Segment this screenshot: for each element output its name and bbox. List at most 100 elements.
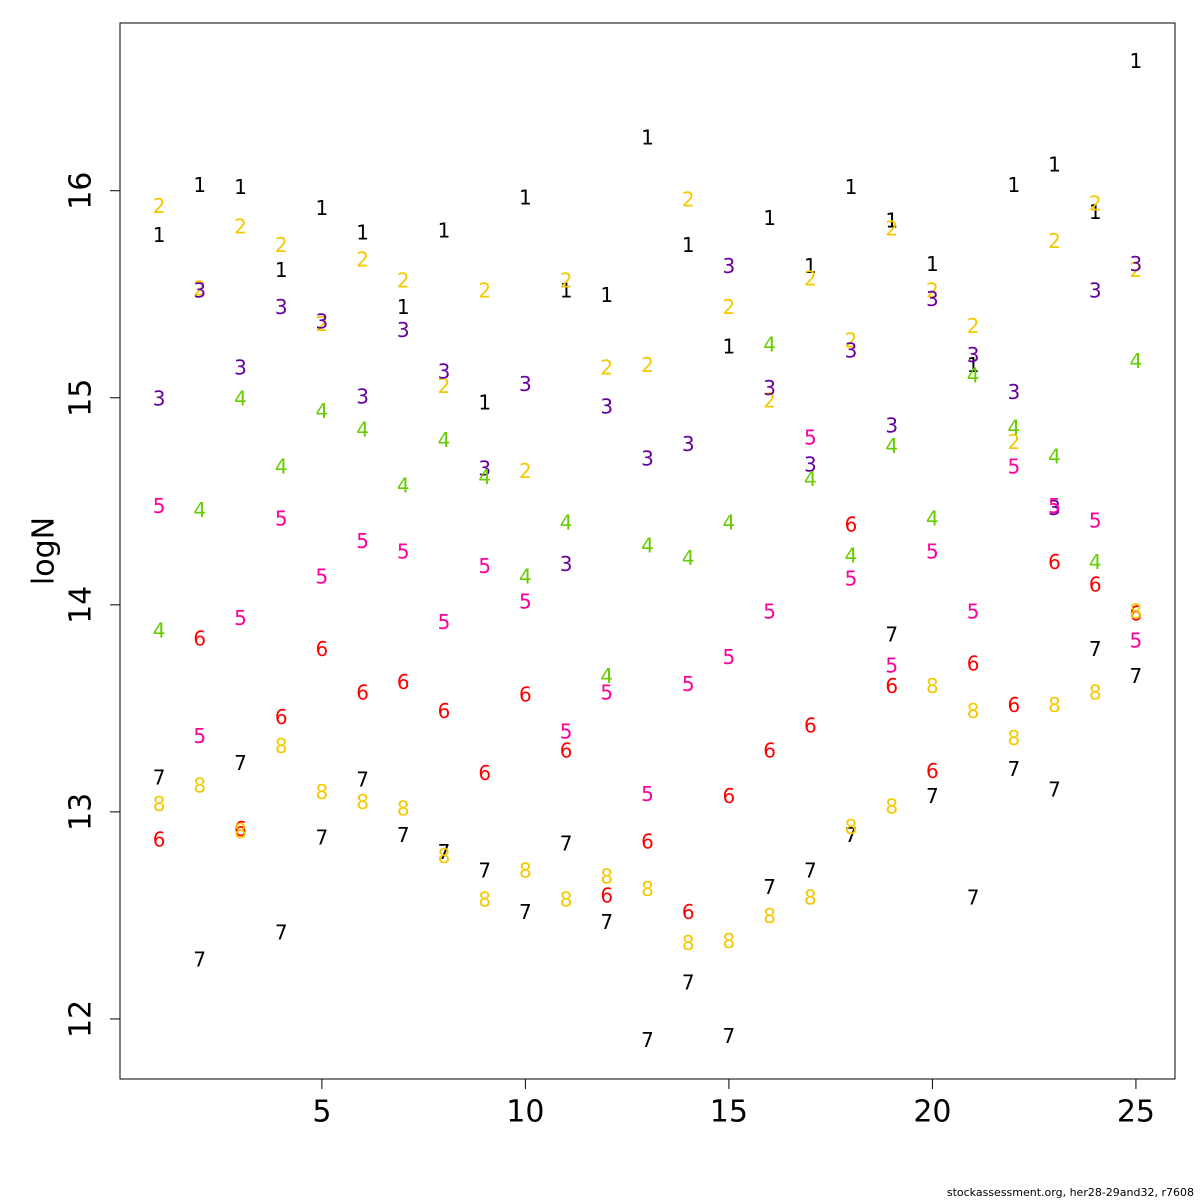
- point-marker: 4: [1089, 550, 1102, 574]
- point-marker: 8: [885, 794, 898, 818]
- point-marker: 2: [397, 268, 410, 292]
- point-marker: 7: [1130, 664, 1143, 688]
- point-marker: 5: [926, 540, 939, 564]
- point-marker: 1: [804, 254, 817, 278]
- point-marker: 2: [519, 459, 532, 483]
- point-marker: 7: [600, 910, 613, 934]
- point-marker: 8: [234, 819, 247, 843]
- point-marker: 2: [275, 233, 288, 257]
- point-marker: 1: [275, 258, 288, 282]
- point-marker: 1: [967, 353, 980, 377]
- point-marker: 5: [763, 600, 776, 624]
- point-marker: 3: [438, 359, 451, 383]
- point-marker: 8: [600, 865, 613, 889]
- point-marker: 3: [682, 432, 695, 456]
- point-marker: 1: [763, 206, 776, 230]
- point-marker: 4: [356, 417, 369, 441]
- point-marker: 6: [519, 682, 532, 706]
- point-marker: 8: [438, 844, 451, 868]
- point-marker: 7: [438, 840, 451, 864]
- point-marker: 3: [356, 384, 369, 408]
- point-marker: 4: [682, 546, 695, 570]
- point-marker: 5: [641, 782, 654, 806]
- point-marker: 8: [275, 734, 288, 758]
- point-marker: 7: [560, 832, 573, 856]
- point-marker: 8: [723, 929, 736, 953]
- point-marker: 6: [926, 759, 939, 783]
- point-marker: 1: [600, 283, 613, 307]
- point-marker: 6: [885, 674, 898, 698]
- point-marker: 7: [641, 1028, 654, 1052]
- point-marker: 1: [723, 335, 736, 359]
- point-marker: 1: [519, 186, 532, 210]
- point-marker: 6: [1007, 693, 1020, 717]
- point-marker: 3: [193, 279, 206, 303]
- point-marker: 7: [845, 823, 858, 847]
- point-marker: 8: [1048, 693, 1061, 717]
- point-marker: 3: [519, 372, 532, 396]
- point-marker: 6: [600, 883, 613, 907]
- point-marker: 3: [804, 453, 817, 477]
- point-marker: 7: [967, 885, 980, 909]
- y-tick-label: 16: [64, 172, 99, 210]
- point-marker: 7: [682, 970, 695, 994]
- point-marker: 5: [316, 564, 329, 588]
- x-tick-label: 15: [710, 1095, 748, 1130]
- point-marker: 8: [1007, 726, 1020, 750]
- point-marker: 6: [193, 627, 206, 651]
- point-marker: 4: [967, 364, 980, 388]
- point-marker: 7: [316, 825, 329, 849]
- point-marker: 1: [560, 279, 573, 303]
- point-marker: 1: [316, 196, 329, 220]
- point-marker: 1: [885, 208, 898, 232]
- point-marker: 2: [356, 248, 369, 272]
- point-marker: 7: [397, 823, 410, 847]
- point-marker: 5: [967, 600, 980, 624]
- point-marker: 6: [763, 738, 776, 762]
- point-marker: 5: [845, 566, 858, 590]
- point-marker: 8: [967, 699, 980, 723]
- point-marker: 4: [845, 544, 858, 568]
- point-marker: 5: [1130, 629, 1143, 653]
- point-marker: 8: [641, 877, 654, 901]
- point-marker: 2: [641, 353, 654, 377]
- y-tick-label: 13: [64, 793, 99, 831]
- point-marker: 1: [1048, 152, 1061, 176]
- point-marker: 7: [1048, 778, 1061, 802]
- y-tick-label: 15: [64, 379, 99, 417]
- point-marker: 3: [926, 287, 939, 311]
- point-marker: 2: [926, 279, 939, 303]
- point-marker: 2: [316, 312, 329, 336]
- point-marker: 3: [845, 339, 858, 363]
- point-marker: 2: [682, 188, 695, 212]
- point-marker: 2: [1089, 192, 1102, 216]
- point-marker: 4: [560, 511, 573, 535]
- point-marker: 5: [682, 672, 695, 696]
- point-marker: 8: [763, 904, 776, 928]
- point-marker: 5: [885, 653, 898, 677]
- y-axis-label: logN: [27, 517, 62, 585]
- y-tick-label: 14: [64, 586, 99, 624]
- point-marker: 1: [234, 175, 247, 199]
- point-marker: 2: [845, 328, 858, 352]
- point-marker: 2: [1048, 229, 1061, 253]
- point-marker: 2: [967, 314, 980, 338]
- point-marker: 8: [804, 885, 817, 909]
- point-marker: 4: [641, 533, 654, 557]
- point-marker: 6: [234, 817, 247, 841]
- point-marker: 4: [885, 434, 898, 458]
- point-marker: 6: [845, 513, 858, 537]
- point-marker: 4: [926, 506, 939, 530]
- point-marker: 8: [926, 674, 939, 698]
- point-marker: 3: [967, 343, 980, 367]
- point-marker: 1: [641, 125, 654, 149]
- x-tick-label: 5: [312, 1095, 331, 1130]
- point-marker: 3: [153, 386, 166, 410]
- point-marker: 3: [1089, 279, 1102, 303]
- point-marker: 6: [560, 738, 573, 762]
- point-marker: 3: [885, 413, 898, 437]
- point-marker: 2: [560, 268, 573, 292]
- point-marker: 8: [845, 815, 858, 839]
- point-marker: 3: [1130, 252, 1143, 276]
